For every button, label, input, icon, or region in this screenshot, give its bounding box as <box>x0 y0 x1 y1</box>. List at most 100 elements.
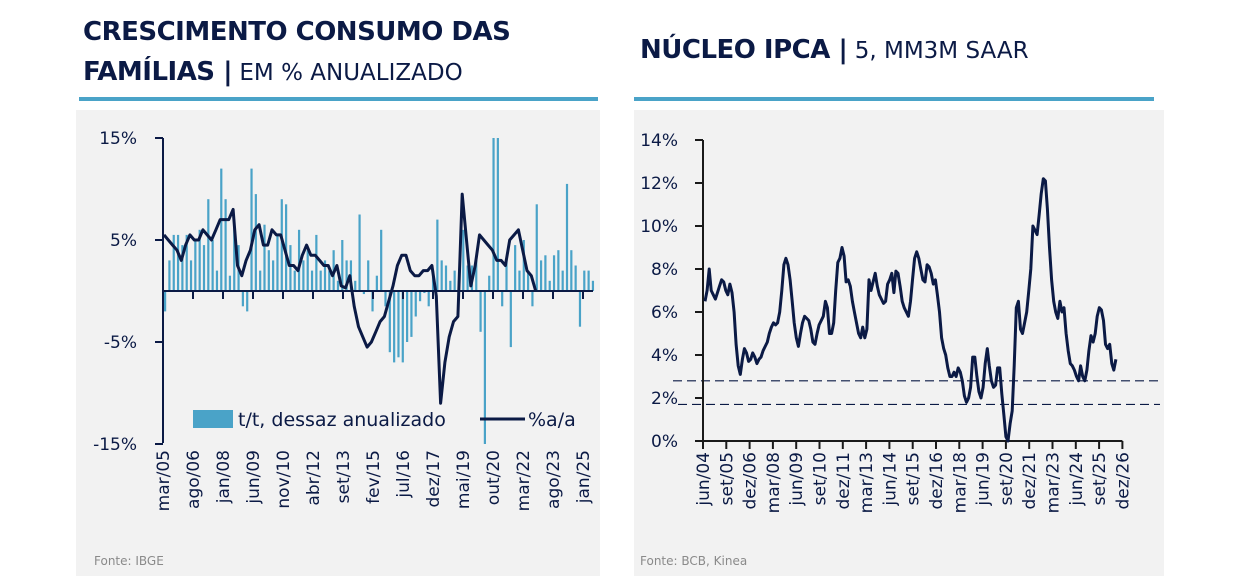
bar-tt <box>168 260 171 291</box>
bar-tt <box>527 270 530 291</box>
bar-tt <box>483 291 486 444</box>
bar-tt <box>224 199 227 291</box>
bar-tt <box>319 270 322 291</box>
bar-tt <box>306 250 309 291</box>
bar-tt <box>289 245 292 291</box>
right-y-tick-label: 10% <box>640 217 678 237</box>
right-x-tick-label: set/20 <box>997 452 1017 505</box>
bar-tt <box>453 270 456 291</box>
bar-tt <box>181 245 184 291</box>
bar-tt <box>241 291 244 307</box>
bar-tt <box>440 260 443 291</box>
bar-tt <box>176 234 180 291</box>
bar-tt <box>583 270 586 291</box>
right-x-tick-label: mar/23 <box>1044 452 1064 513</box>
bar-tt <box>345 260 348 291</box>
bar-tt <box>591 280 595 291</box>
right-x-tick-label: jun/14 <box>880 452 900 507</box>
bar-tt <box>548 280 551 291</box>
right-x-tick-label: mar/13 <box>857 452 877 513</box>
line-core-ipca <box>703 177 1118 443</box>
bar-tt <box>492 138 495 291</box>
bar-tt <box>207 199 210 291</box>
left-x-tick-label: ago/23 <box>544 450 564 509</box>
bar-tt <box>280 199 283 291</box>
right-x-tick-label: dez/21 <box>1020 452 1040 510</box>
right-title-bold: NÚCLEO IPCA | <box>640 35 848 65</box>
bar-tt <box>250 168 253 291</box>
right-y-tick-label: 4% <box>651 346 678 366</box>
right-chart: 0%2%4%6%8%10%12%14%jun/04 set/05 dez/06 mar… <box>640 131 1160 513</box>
left-x-tick-label: nov/10 <box>274 450 294 509</box>
bar-tt <box>514 245 517 291</box>
bar-tt <box>276 234 279 291</box>
right-y-tick-label: 8% <box>651 260 678 280</box>
left-x-tick-label: abr/12 <box>304 450 324 506</box>
left-x-tick-label: jan/25 <box>574 450 594 504</box>
left-x-tick-label: ago/06 <box>184 450 204 509</box>
bar-tt <box>323 260 327 291</box>
left-y-tick-label: -5% <box>104 333 137 353</box>
left-source-note: Fonte: IBGE <box>94 554 164 568</box>
legend-label-line: %a/a <box>528 409 576 431</box>
bar-tt <box>194 240 197 291</box>
bar-tt <box>375 275 378 291</box>
bar-tt <box>297 229 301 291</box>
bar-tt <box>388 291 391 353</box>
bar-tt <box>479 291 482 332</box>
bar-tt <box>211 240 214 291</box>
bar-tt <box>535 204 538 291</box>
legend-label-bars: t/t, dessaz anualizado <box>238 409 446 431</box>
right-x-tick-label: set/05 <box>717 452 737 505</box>
bar-tt <box>557 250 560 291</box>
bar-tt <box>561 270 564 291</box>
right-x-tick-label: dez/26 <box>1113 452 1133 510</box>
right-x-tick-label: mar/18 <box>950 452 970 513</box>
bar-tt <box>414 291 417 317</box>
bar-tt <box>328 270 331 291</box>
left-x-tick-label: mar/05 <box>154 450 174 511</box>
bar-tt <box>380 229 383 291</box>
bar-tt <box>427 291 430 307</box>
bar-tt <box>220 168 223 291</box>
right-chart-panel <box>634 110 1164 576</box>
right-x-tick-label: set/10 <box>811 452 831 505</box>
bar-tt <box>172 234 175 291</box>
right-y-tick-label: 14% <box>640 131 678 151</box>
right-source-note: Fonte: BCB, Kinea <box>640 554 748 568</box>
right-x-tick-label: dez/06 <box>741 452 761 510</box>
bar-tt <box>462 229 465 291</box>
bar-tt <box>444 265 448 291</box>
bar-tt <box>215 270 219 291</box>
right-x-tick-label: jun/24 <box>1067 452 1087 507</box>
left-x-tick-label: jul/16 <box>394 450 414 499</box>
right-x-tick-label: set/25 <box>1090 452 1110 505</box>
bar-tt <box>410 291 413 337</box>
bar-tt <box>367 260 370 291</box>
bar-tt <box>228 275 232 291</box>
bar-tt <box>164 291 167 312</box>
bar-tt <box>539 260 543 291</box>
right-title-underline <box>634 97 1154 101</box>
bar-tt <box>384 291 387 307</box>
bar-tt <box>189 260 193 291</box>
bar-tt <box>336 280 340 291</box>
bar-tt <box>393 291 396 363</box>
bar-tt <box>505 260 508 291</box>
bar-tt <box>544 255 547 291</box>
bar-tt <box>475 260 478 291</box>
bar-tt <box>449 280 452 291</box>
bar-tt <box>436 219 439 291</box>
bar-tt <box>233 219 236 291</box>
bar-tt <box>341 240 344 291</box>
bar-tt <box>466 265 469 291</box>
left-x-tick-label: jan/08 <box>214 450 234 504</box>
bar-tt <box>362 291 365 295</box>
right-title-subtitle: 5, MM3M SAAR <box>847 38 1029 64</box>
bar-tt <box>401 291 404 363</box>
legend-swatch-bars <box>193 410 233 428</box>
bar-tt <box>488 275 491 291</box>
bar-tt <box>354 280 357 291</box>
left-x-tick-label: fev/15 <box>364 450 384 504</box>
left-title-bold-2: FAMÍLIAS | <box>83 57 233 87</box>
